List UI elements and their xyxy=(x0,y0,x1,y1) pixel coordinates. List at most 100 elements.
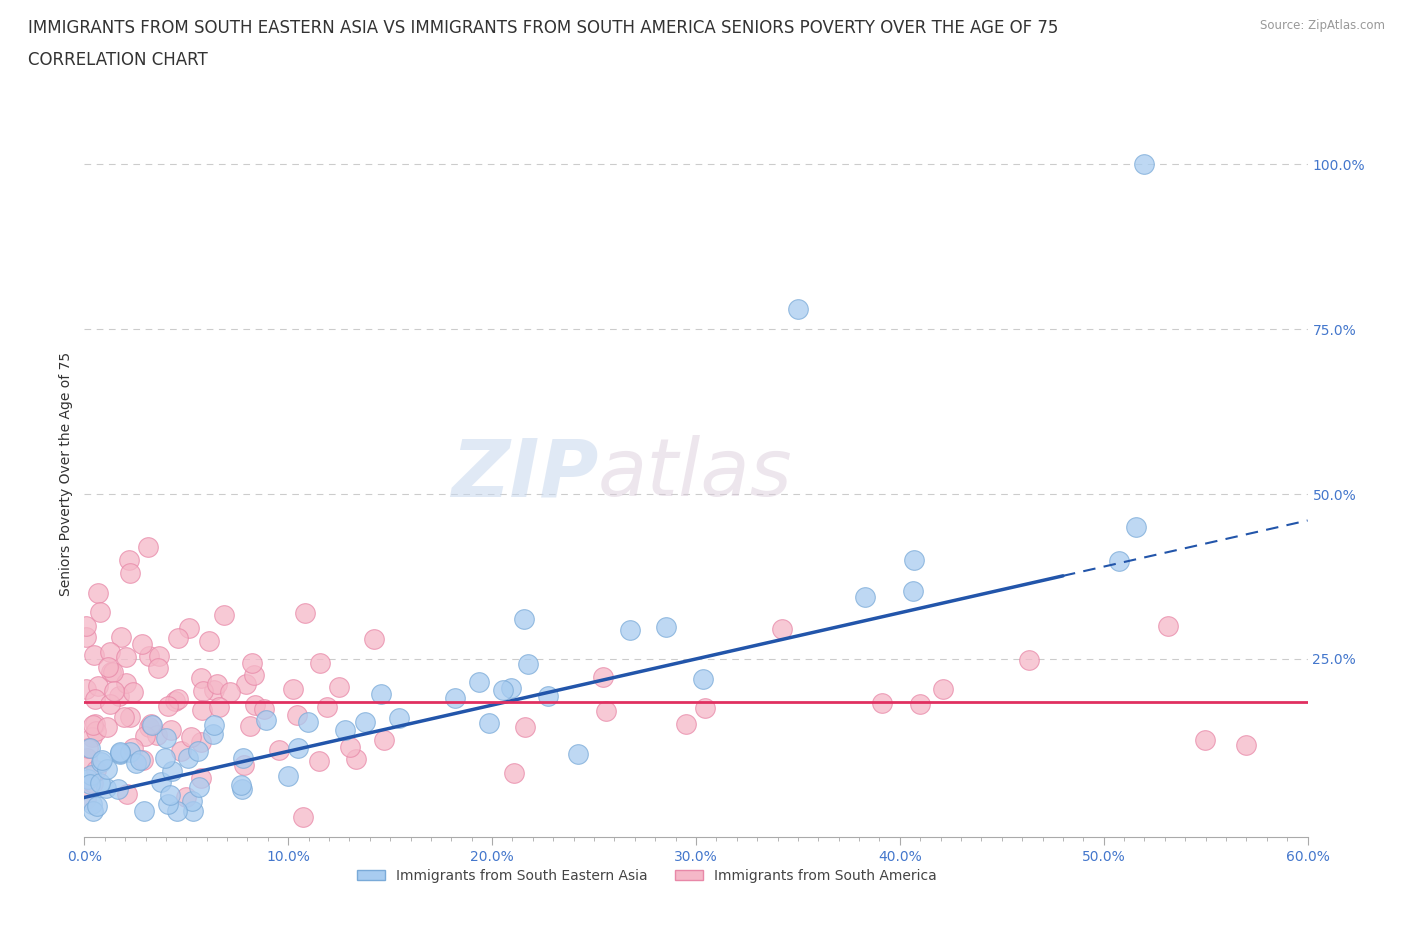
Point xyxy=(177,620,200,635)
Point xyxy=(1236,737,1258,752)
Point xyxy=(146,660,169,675)
Point xyxy=(853,590,876,604)
Point xyxy=(159,788,181,803)
Point xyxy=(86,799,108,814)
Point xyxy=(163,694,186,709)
Point xyxy=(75,791,97,806)
Point xyxy=(229,777,252,792)
Point xyxy=(98,644,121,659)
Point xyxy=(190,671,212,686)
Point xyxy=(478,716,501,731)
Point xyxy=(187,743,209,758)
Point xyxy=(243,698,266,712)
Point xyxy=(190,734,212,749)
Point xyxy=(103,684,125,698)
Point xyxy=(150,775,173,790)
Point xyxy=(655,620,678,635)
Point xyxy=(212,607,235,622)
Point xyxy=(1018,653,1040,668)
Point xyxy=(125,755,148,770)
Point xyxy=(84,716,107,731)
Point xyxy=(83,647,105,662)
Point xyxy=(82,776,104,790)
Point xyxy=(285,707,308,722)
Point xyxy=(188,779,211,794)
Point xyxy=(287,741,309,756)
Text: CORRELATION CHART: CORRELATION CHART xyxy=(28,51,208,69)
Point xyxy=(136,539,159,554)
Point xyxy=(1125,520,1147,535)
Point xyxy=(335,722,357,737)
Point xyxy=(1133,157,1156,172)
Point xyxy=(108,747,131,762)
Point xyxy=(121,685,143,700)
Point xyxy=(80,796,103,811)
Point xyxy=(120,710,142,724)
Point xyxy=(90,754,112,769)
Point xyxy=(148,648,170,663)
Text: atlas: atlas xyxy=(598,435,793,513)
Point xyxy=(675,716,697,731)
Point xyxy=(146,727,169,742)
Point xyxy=(91,752,114,767)
Point xyxy=(76,751,98,765)
Point xyxy=(83,692,105,707)
Point xyxy=(870,695,893,710)
Point xyxy=(207,699,229,714)
Point xyxy=(108,745,131,760)
Point xyxy=(309,656,332,671)
Point xyxy=(1194,733,1216,748)
Point xyxy=(76,741,98,756)
Point xyxy=(444,691,467,706)
Point xyxy=(191,703,214,718)
Point xyxy=(240,656,263,671)
Point xyxy=(166,631,188,645)
Point xyxy=(517,657,540,671)
Point xyxy=(291,810,314,825)
Point xyxy=(181,804,204,818)
Point xyxy=(231,781,253,796)
Point xyxy=(695,700,717,715)
Point xyxy=(107,781,129,796)
Point xyxy=(492,683,515,698)
Point xyxy=(243,668,266,683)
Point xyxy=(98,697,121,711)
Point xyxy=(205,676,228,691)
Point xyxy=(100,665,122,680)
Point xyxy=(101,665,124,680)
Point xyxy=(328,680,350,695)
Point xyxy=(174,790,197,804)
Point xyxy=(108,689,131,704)
Point xyxy=(1156,619,1178,634)
Point xyxy=(254,712,277,727)
Point xyxy=(339,739,361,754)
Y-axis label: Seniors Poverty Over the Age of 75: Seniors Poverty Over the Age of 75 xyxy=(59,352,73,596)
Point xyxy=(79,740,101,755)
Point xyxy=(198,634,221,649)
Point xyxy=(112,710,135,724)
Point xyxy=(373,733,395,748)
Point xyxy=(170,744,193,759)
Point xyxy=(138,720,160,735)
Point xyxy=(89,604,111,619)
Point xyxy=(344,751,367,766)
Point xyxy=(235,677,257,692)
Point xyxy=(619,623,641,638)
Point xyxy=(118,565,141,580)
Point xyxy=(138,648,160,663)
Point xyxy=(387,711,409,725)
Point xyxy=(283,682,305,697)
Point xyxy=(155,731,177,746)
Point xyxy=(131,636,153,651)
Point xyxy=(308,754,330,769)
Point xyxy=(908,697,931,711)
Point xyxy=(267,743,290,758)
Point xyxy=(94,780,117,795)
Point xyxy=(787,302,810,317)
Point xyxy=(501,681,523,696)
Point xyxy=(202,682,225,697)
Point xyxy=(82,718,104,733)
Text: IMMIGRANTS FROM SOUTH EASTERN ASIA VS IMMIGRANTS FROM SOUTH AMERICA SENIORS POVE: IMMIGRANTS FROM SOUTH EASTERN ASIA VS IM… xyxy=(28,19,1059,36)
Point xyxy=(592,670,614,684)
Point xyxy=(353,714,375,729)
